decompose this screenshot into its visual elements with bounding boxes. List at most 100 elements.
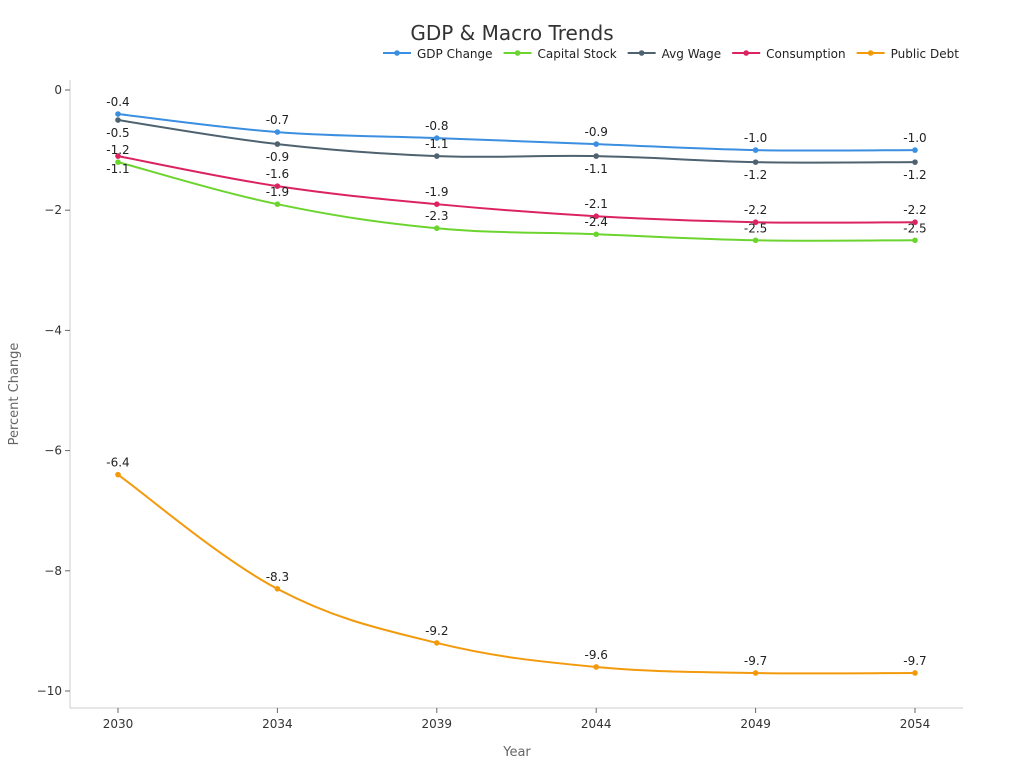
data-label: -0.7 xyxy=(266,113,289,127)
y-tick-label: −10 xyxy=(37,684,62,698)
legend-marker xyxy=(743,50,749,56)
data-point[interactable] xyxy=(434,201,440,207)
data-point[interactable] xyxy=(115,471,121,478)
data-point[interactable] xyxy=(434,225,440,232)
data-label: -1.9 xyxy=(425,185,448,199)
data-point[interactable] xyxy=(752,237,759,244)
x-tick-label: 2030 xyxy=(103,717,134,731)
data-label: -1.1 xyxy=(425,137,448,151)
data-point[interactable] xyxy=(434,640,440,646)
data-label: -1.2 xyxy=(106,143,129,157)
series-line xyxy=(117,119,916,164)
chart-title: GDP & Macro Trends xyxy=(410,21,613,45)
y-tick-label: −2 xyxy=(44,203,62,217)
legend-item[interactable]: GDP Change xyxy=(383,47,493,61)
data-label: -2.2 xyxy=(744,203,767,217)
data-point[interactable] xyxy=(912,237,918,244)
x-tick-label: 2044 xyxy=(581,717,612,731)
series-consumption xyxy=(115,153,918,226)
y-tick-label: −4 xyxy=(44,323,62,337)
legend-marker xyxy=(394,50,400,56)
data-label: -1.6 xyxy=(266,167,289,181)
series-line xyxy=(117,161,916,242)
data-label: -2.5 xyxy=(903,221,926,235)
data-label: -2.1 xyxy=(584,197,607,211)
data-label: -2.4 xyxy=(584,215,607,229)
data-label: -2.2 xyxy=(903,203,926,217)
data-point[interactable] xyxy=(752,670,759,676)
legend-item[interactable]: Public Debt xyxy=(856,47,960,61)
data-point[interactable] xyxy=(274,129,281,135)
data-point[interactable] xyxy=(593,231,599,238)
data-point[interactable] xyxy=(912,159,918,165)
data-label: -8.3 xyxy=(266,570,289,584)
legend-label: Avg Wage xyxy=(662,47,722,61)
data-point[interactable] xyxy=(274,141,281,147)
x-tick-label: 2039 xyxy=(422,717,453,731)
data-label: -1.2 xyxy=(744,168,767,182)
data-label: -0.9 xyxy=(584,125,607,139)
y-tick-label: −8 xyxy=(44,564,62,578)
data-label: -1.0 xyxy=(744,131,767,145)
legend-marker xyxy=(638,50,645,56)
x-tick-label: 2049 xyxy=(740,717,771,731)
data-label: -1.0 xyxy=(903,131,926,145)
data-point[interactable] xyxy=(593,153,599,159)
legend-label: GDP Change xyxy=(417,47,493,61)
data-label: -9.7 xyxy=(744,654,767,668)
data-label: -1.1 xyxy=(584,162,607,176)
y-tick-label: −6 xyxy=(44,444,62,458)
legend-item[interactable]: Avg Wage xyxy=(627,47,722,61)
data-label: -0.4 xyxy=(106,95,129,109)
data-point[interactable] xyxy=(912,147,918,153)
data-point[interactable] xyxy=(115,117,121,123)
data-label: -2.3 xyxy=(425,209,448,223)
data-point[interactable] xyxy=(752,159,759,165)
y-tick-label: 0 xyxy=(54,83,62,97)
series-avg-wage xyxy=(115,117,918,165)
series-line xyxy=(117,155,916,224)
data-point[interactable] xyxy=(115,153,121,159)
data-label: -9.7 xyxy=(903,654,926,668)
legend-label: Consumption xyxy=(766,47,845,61)
data-point[interactable] xyxy=(115,159,121,165)
data-label: -0.5 xyxy=(106,126,129,140)
legend-item[interactable]: Capital Stock xyxy=(503,47,617,61)
data-label: -1.9 xyxy=(266,185,289,199)
x-tick-label: 2034 xyxy=(262,717,293,731)
series-gdp-change xyxy=(115,111,918,153)
x-axis-label: Year xyxy=(502,745,531,760)
data-point[interactable] xyxy=(752,219,759,226)
legend-marker xyxy=(514,50,521,56)
data-label: -0.9 xyxy=(266,150,289,164)
series-public-debt xyxy=(115,471,918,676)
legend-marker xyxy=(867,50,874,56)
data-point[interactable] xyxy=(115,111,121,117)
y-axis-label: Percent Change xyxy=(7,343,22,446)
data-label: -0.8 xyxy=(425,119,448,133)
data-label: -2.5 xyxy=(744,221,767,235)
series-line xyxy=(117,113,916,152)
data-point[interactable] xyxy=(434,153,440,159)
data-point[interactable] xyxy=(912,219,918,226)
data-point[interactable] xyxy=(434,135,440,141)
data-point[interactable] xyxy=(593,141,599,147)
data-point[interactable] xyxy=(274,201,281,207)
series-capital-stock xyxy=(115,159,918,244)
data-point[interactable] xyxy=(274,586,281,592)
series-line xyxy=(117,473,916,675)
legend-label: Public Debt xyxy=(891,47,960,61)
data-point[interactable] xyxy=(912,670,918,676)
data-label: -9.2 xyxy=(425,624,448,638)
data-point[interactable] xyxy=(752,147,759,153)
data-label: -9.6 xyxy=(584,648,607,662)
data-point[interactable] xyxy=(593,213,599,220)
data-label: -1.1 xyxy=(106,162,129,176)
legend-label: Capital Stock xyxy=(538,47,617,61)
data-point[interactable] xyxy=(593,664,599,670)
data-label: -6.4 xyxy=(106,456,129,470)
legend-item[interactable]: Consumption xyxy=(732,47,846,61)
data-label: -1.2 xyxy=(903,168,926,182)
data-point[interactable] xyxy=(274,183,281,189)
